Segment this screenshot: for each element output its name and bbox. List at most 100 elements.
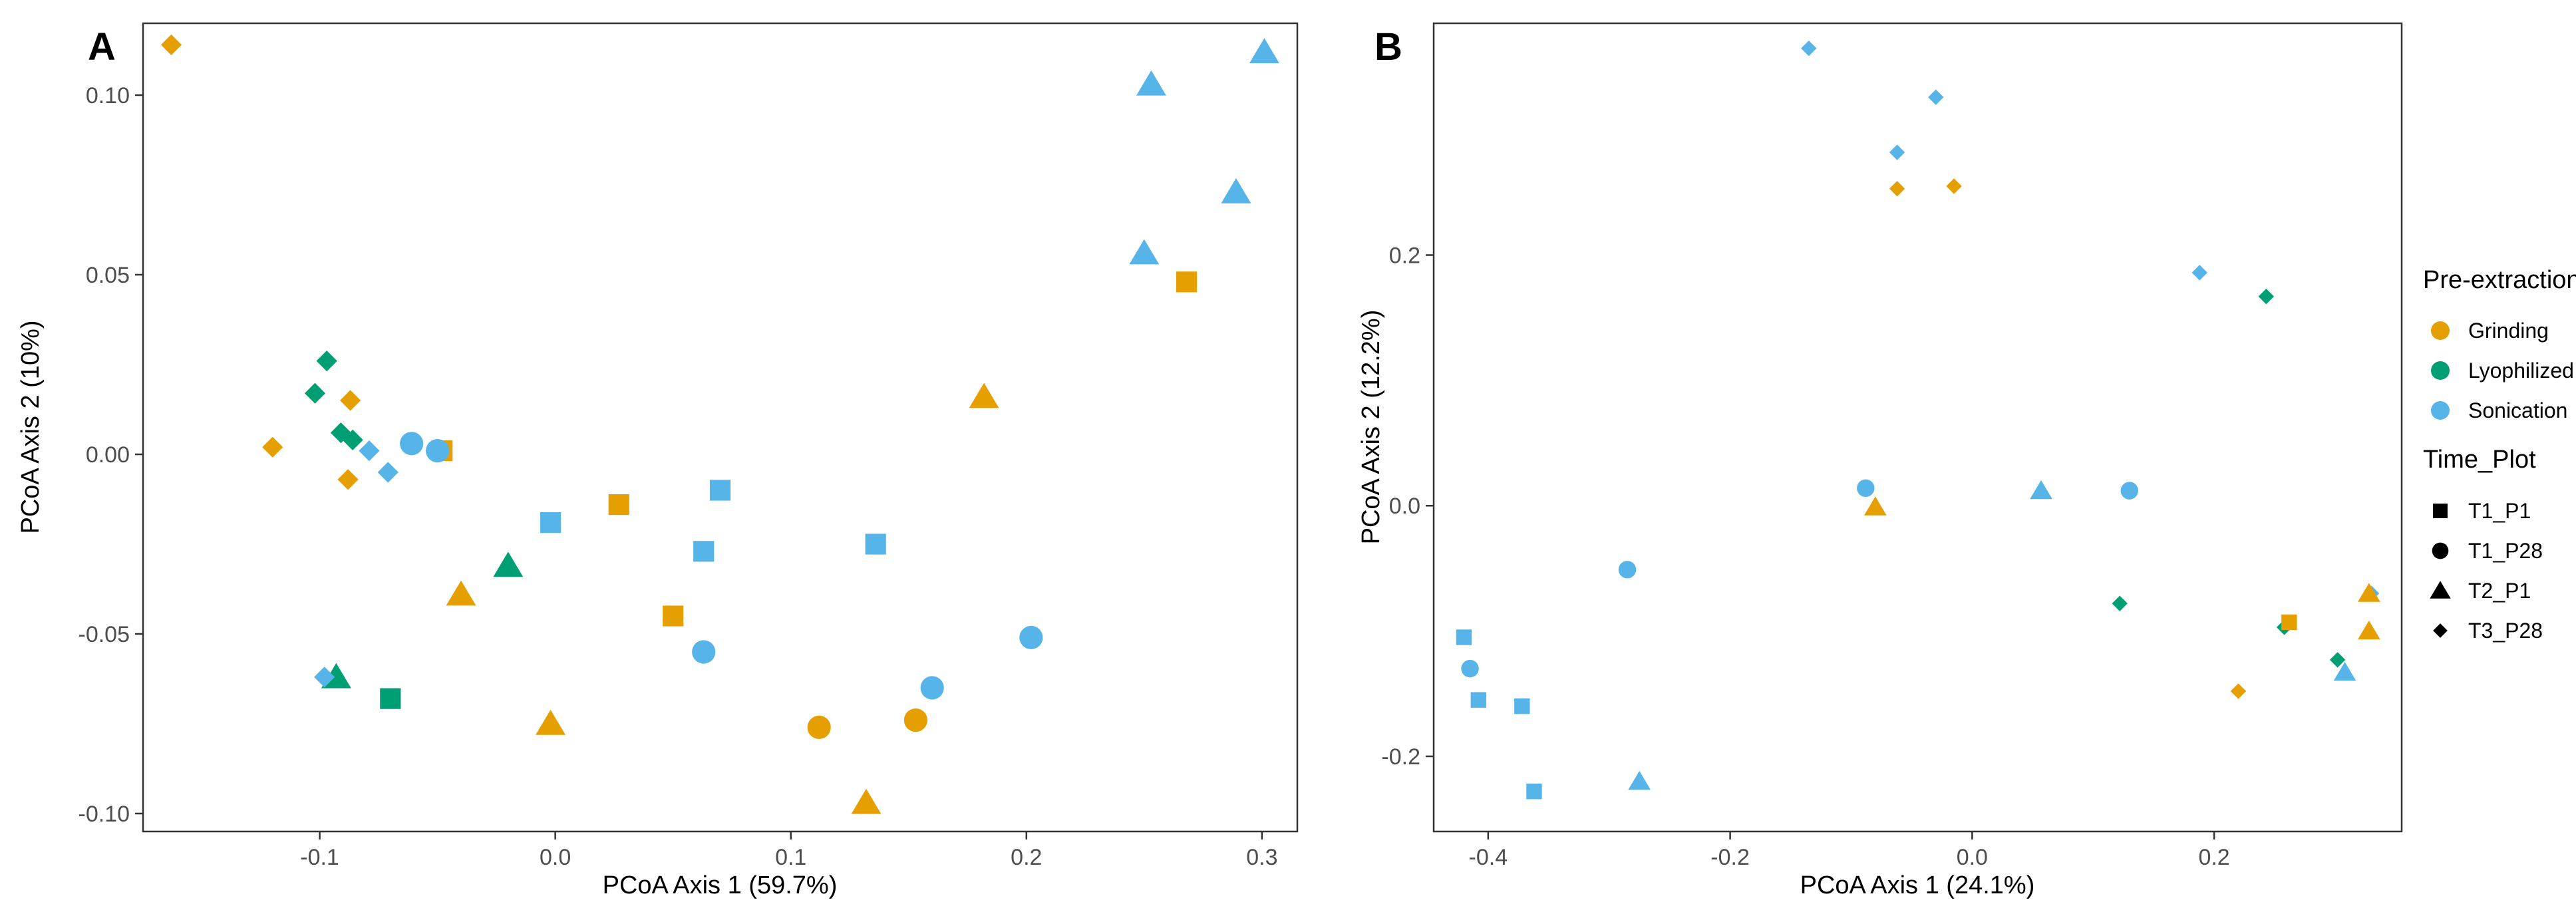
panel-a-y-tick-label: 0.10	[86, 83, 130, 108]
panel-a-point-grinding-t2-p1	[851, 788, 882, 814]
panel-a-point-grinding-t1-p28	[807, 715, 831, 739]
panel-a-x-tick-label: -0.1	[300, 845, 339, 870]
panel-a-point-lyophilized-t3-p28	[330, 422, 352, 444]
legend-shape-circle-icon	[2432, 542, 2449, 559]
panel-b-x-tick-label: -0.4	[1469, 845, 1508, 870]
legend-label-t2-p1: T2_P1	[2468, 579, 2531, 603]
panel-a-x-tick-label: 0.3	[1246, 845, 1277, 870]
panel-a-point-grinding-t1-p28	[903, 708, 927, 732]
panel-a-ticks: -0.1 0.0 0.1 0.2 0.3 -0.10 -0.05 0.00 0.05 0.10	[79, 83, 1278, 870]
legend-color-items: Grinding Lyophilized Sonication	[2431, 319, 2574, 422]
panel-a-y-tick-label: -0.10	[79, 802, 130, 827]
panel-a-x-tick-label: 0.2	[1011, 845, 1042, 870]
panel-b-point-grinding-t1-p1	[2281, 614, 2297, 631]
panel-b-plot-border	[1432, 22, 2403, 833]
panel-b-y-tick-label: -0.2	[1381, 744, 1420, 770]
panel-a-point-sonication-t2-p1	[1249, 38, 1279, 63]
panel-b-point-grinding-t3-p28	[2230, 683, 2247, 699]
panel-b-point-sonication-t2-p1	[1628, 770, 1651, 790]
panel-b-point-sonication-t1-p1	[1470, 692, 1486, 708]
panel-b-points	[1456, 40, 2380, 800]
panel-a-point-sonication-t2-p1	[1129, 239, 1160, 265]
panel-a-point-sonication-t1-p1	[865, 533, 886, 555]
legend-label-t1-p28: T1_P28	[2468, 539, 2543, 563]
panel-a-x-tick-label: 0.1	[775, 845, 806, 870]
panel-b-point-sonication-t2-p1	[2333, 662, 2356, 681]
panel-b-point-sonication-t3-p28	[1928, 89, 1944, 105]
panel-b-y-axis-title: PCoA Axis 2 (12.2%)	[1357, 310, 1385, 545]
panel-b-ticks: -0.4 -0.2 0.0 0.2 -0.2 0.0 0.2	[1381, 243, 2229, 870]
panel-a-point-grinding-t1-p1	[1176, 271, 1198, 293]
panel-a-y-tick-label: 0.00	[86, 442, 130, 468]
panel-b-point-sonication-t3-p28	[1889, 144, 1905, 160]
panel-b-point-grinding-t2-p1	[2358, 620, 2380, 640]
panel-a-point-sonication-t1-p1	[693, 541, 715, 562]
panel-b-y-tick-label: 0.2	[1389, 243, 1420, 268]
legend-label-lyophilized: Lyophilized	[2468, 359, 2574, 382]
panel-b-point-grinding-t2-p1	[1863, 496, 1887, 516]
panel-a-point-grinding-t3-p28	[337, 469, 359, 490]
panel-a-point-lyophilized-t2-p1	[493, 551, 524, 577]
panel-a-x-axis-title: PCoA Axis 1 (59.7%)	[603, 871, 838, 899]
panel-a: A -0.1 0.0 0.1 0.2 0.3 -0.10 -0.05 0.00 0.05 0.10…	[17, 22, 1299, 899]
legend-shape-square-icon	[2433, 504, 2448, 518]
panel-a-plot-border	[142, 22, 1299, 833]
panel-b-point-sonication-t1-p1	[1456, 629, 1472, 645]
panel-a-point-lyophilized-t3-p28	[342, 429, 363, 450]
panel-a-points	[160, 34, 1279, 814]
panel-a-y-tick-label: 0.05	[86, 263, 130, 288]
panel-a-point-lyophilized-t1-p1	[380, 688, 401, 709]
legend-label-sonication: Sonication	[2468, 398, 2567, 422]
panel-a-point-sonication-t1-p28	[400, 432, 424, 456]
panel-a-y-tick-label: -0.05	[79, 622, 130, 647]
panel-b-point-sonication-t2-p1	[2030, 480, 2052, 500]
legend-swatch-sonication	[2431, 401, 2450, 420]
panel-b-point-grinding-t3-p28	[1889, 180, 1905, 197]
panel-b-y-tick-label: 0.0	[1389, 494, 1420, 519]
panel-a-point-grinding-t2-p1	[536, 710, 566, 735]
panel-a-point-grinding-t1-p1	[663, 605, 684, 627]
panel-b-point-grinding-t2-p1	[2358, 583, 2380, 602]
panel-b-point-sonication-t1-p28	[1857, 479, 1875, 498]
panel-b-point-lyophilized-t3-p28	[2112, 595, 2128, 611]
panel-a-point-sonication-t1-p1	[540, 512, 562, 533]
panel-a-point-grinding-t3-p28	[262, 436, 283, 458]
legend-label-grinding: Grinding	[2468, 319, 2549, 343]
panel-b-x-tick-label: -0.2	[1710, 845, 1750, 870]
legend-swatch-lyophilized	[2431, 361, 2450, 380]
panel-a-point-sonication-t3-p28	[314, 667, 335, 688]
legend-shape-items: T1_P1 T1_P28 T2_P1 T3_P28	[2430, 499, 2543, 643]
panel-a-point-sonication-t1-p1	[709, 480, 731, 501]
panel-b-point-sonication-t3-p28	[2191, 265, 2207, 281]
panel-b: B -0.4 -0.2 0.0 0.2 -0.2 0.0 0.2 PCoA Axis 1 (…	[1357, 22, 2403, 899]
panel-a-y-axis-title: PCoA Axis 2 (10%)	[17, 320, 45, 533]
panel-a-point-lyophilized-t3-p28	[304, 382, 326, 404]
panel-b-x-axis-title: PCoA Axis 1 (24.1%)	[1800, 871, 2035, 899]
legend: Pre-extraction Grinding Lyophilized Sonica…	[2423, 266, 2576, 643]
panel-b-point-sonication-t1-p1	[1526, 784, 1542, 800]
panel-b-point-sonication-t1-p28	[1461, 659, 1479, 678]
panel-b-x-tick-label: 0.0	[1957, 845, 1988, 870]
panel-b-point-lyophilized-t3-p28	[2258, 288, 2274, 305]
panel-b-letter: B	[1374, 25, 1402, 69]
legend-swatch-grinding	[2431, 321, 2450, 340]
panel-b-point-sonication-t1-p28	[1618, 561, 1637, 579]
panel-a-point-grinding-t3-p28	[160, 34, 182, 55]
legend-label-t1-p1: T1_P1	[2468, 499, 2531, 523]
panel-a-point-sonication-t1-p28	[1019, 625, 1043, 650]
panel-a-point-grinding-t2-p1	[446, 580, 476, 606]
panel-a-point-sonication-t3-p28	[377, 462, 399, 483]
legend-shape-diamond-icon	[2433, 623, 2448, 638]
panel-a-point-sonication-t1-p28	[920, 676, 944, 700]
panel-a-point-sonication-t1-p28	[426, 439, 450, 463]
panel-a-point-sonication-t3-p28	[359, 440, 380, 462]
panel-a-x-tick-label: 0.0	[540, 845, 571, 870]
panel-b-point-sonication-t3-p28	[1801, 40, 1817, 57]
legend-label-t3-p28: T3_P28	[2468, 619, 2543, 643]
panel-a-point-grinding-t2-p1	[969, 382, 999, 408]
panel-a-point-sonication-t1-p28	[692, 640, 716, 664]
panel-b-point-sonication-t1-p28	[2120, 482, 2138, 500]
panel-b-x-tick-label: 0.2	[2198, 845, 2229, 870]
panel-b-point-sonication-t1-p1	[1514, 698, 1530, 714]
